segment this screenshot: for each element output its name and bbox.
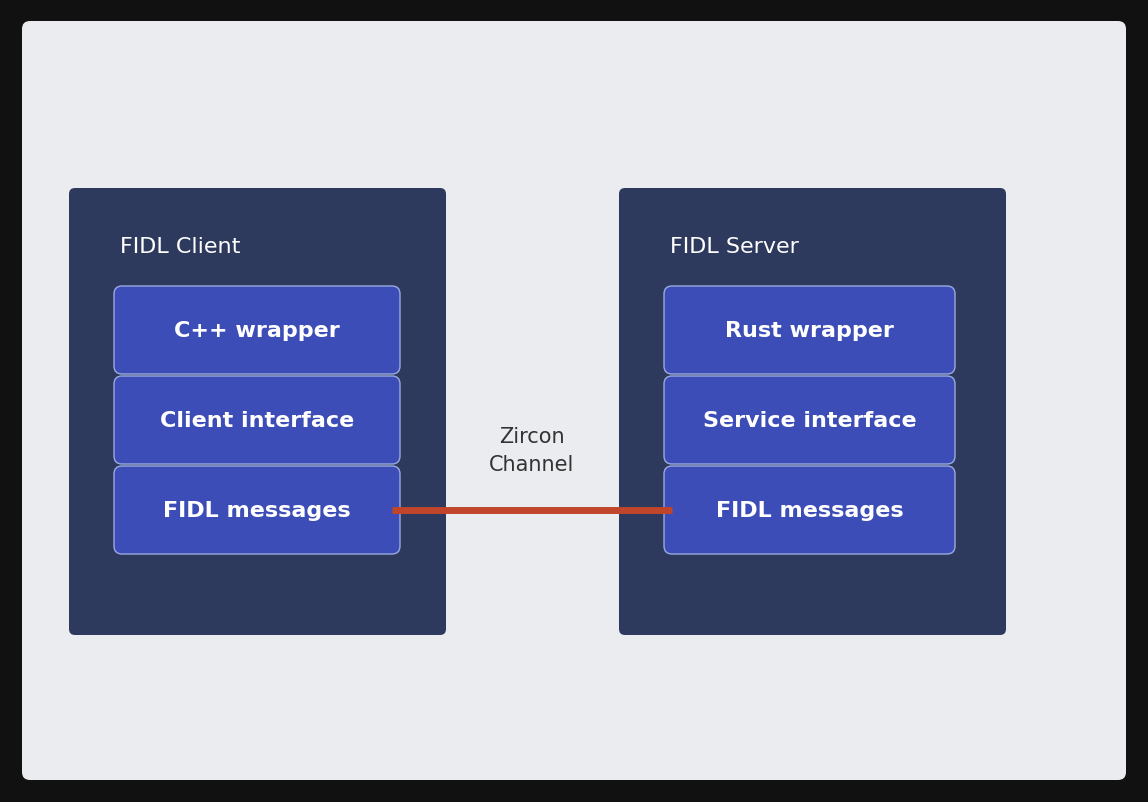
FancyBboxPatch shape xyxy=(114,467,400,554)
Text: C++ wrapper: C++ wrapper xyxy=(174,321,340,341)
Text: Zircon
Channel: Zircon Channel xyxy=(489,427,575,475)
Text: FIDL messages: FIDL messages xyxy=(163,500,351,520)
Text: Client interface: Client interface xyxy=(160,411,354,431)
FancyBboxPatch shape xyxy=(664,286,955,375)
FancyBboxPatch shape xyxy=(664,467,955,554)
FancyBboxPatch shape xyxy=(69,188,447,635)
Text: Service interface: Service interface xyxy=(703,411,916,431)
FancyBboxPatch shape xyxy=(619,188,1006,635)
Text: FIDL Server: FIDL Server xyxy=(670,237,799,257)
FancyBboxPatch shape xyxy=(114,376,400,464)
FancyBboxPatch shape xyxy=(114,286,400,375)
FancyBboxPatch shape xyxy=(22,22,1126,780)
Text: Rust wrapper: Rust wrapper xyxy=(726,321,894,341)
Text: FIDL Client: FIDL Client xyxy=(121,237,240,257)
FancyBboxPatch shape xyxy=(664,376,955,464)
Text: FIDL messages: FIDL messages xyxy=(715,500,903,520)
